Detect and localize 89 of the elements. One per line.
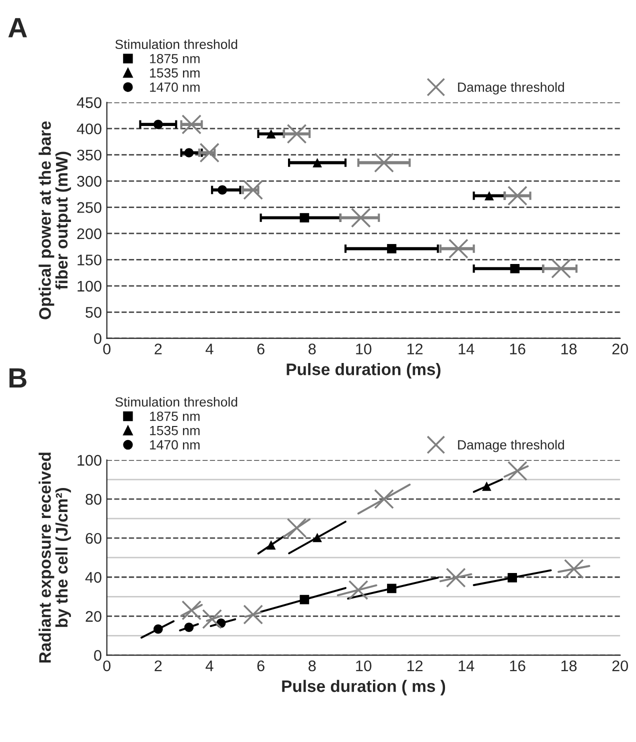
point (507, 461, 528, 481)
text: A (8, 18, 27, 38)
point (508, 573, 517, 582)
x-tick-label: 14 (458, 344, 474, 354)
y-tick-label: 20 (86, 611, 102, 622)
point (286, 124, 307, 144)
legend-label: 1875 nm (150, 54, 200, 64)
x-tick-label: 6 (257, 660, 264, 672)
y-tick-label: 400 (76, 123, 102, 134)
y-tick-label: 50 (86, 307, 102, 318)
x-tick-label: 8 (308, 344, 316, 354)
point (387, 244, 396, 254)
y-tick-label: 60 (86, 532, 102, 544)
point (350, 208, 371, 228)
legend-title: Stimulation threshold (115, 39, 238, 50)
point (387, 584, 396, 594)
x-tick-label: 2 (154, 660, 162, 672)
point (446, 568, 466, 588)
point (510, 264, 520, 274)
point (184, 622, 194, 632)
point (218, 185, 227, 195)
legend-label: 1875 nm (150, 412, 200, 421)
point (374, 152, 394, 173)
point (374, 489, 394, 510)
y-tick-label: 300 (77, 176, 102, 187)
y-tick-label: 100 (78, 454, 102, 466)
x-tick-label: 4 (206, 660, 214, 672)
point (154, 624, 163, 634)
point (266, 540, 276, 550)
legend-label: Damage threshold (458, 440, 564, 452)
x-tick-label: 12 (407, 344, 423, 354)
x-tick-label: 18 (561, 660, 577, 672)
point (202, 609, 222, 630)
y-tick-label: 80 (86, 494, 102, 505)
point (300, 594, 310, 604)
y-tick-label: 40 (85, 572, 102, 583)
legend-title: Stimulation threshold (115, 396, 238, 407)
point (182, 600, 202, 620)
y-tick-label: 0 (94, 650, 102, 661)
point (266, 129, 276, 139)
y-tick-label: 150 (78, 254, 102, 266)
y-axis-title: Optical power at the bare fiber output (mW) (38, 121, 71, 320)
point (312, 532, 322, 542)
y-tick-label: 250 (77, 202, 102, 213)
point (312, 158, 322, 168)
x-axis-title: Pulse duration (ms) (286, 363, 440, 379)
y-tick-label: 0 (94, 333, 102, 344)
point (348, 580, 368, 600)
point (484, 191, 494, 200)
y-tick-label: 450 (76, 97, 102, 108)
point (482, 482, 492, 491)
text: B (9, 368, 26, 388)
x-tick-label: 14 (458, 660, 474, 672)
legend-label: 1535 nm (150, 68, 200, 78)
x-tick-label: 16 (510, 344, 526, 354)
legend-label: Damage threshold (458, 82, 564, 94)
legend-label: 1535 nm (150, 426, 200, 436)
x-tick-label: 16 (510, 660, 526, 672)
x-tick-label: 18 (561, 344, 577, 354)
x-tick-label: 20 (612, 660, 628, 672)
x-tick-label: 20 (612, 344, 628, 354)
x-tick-label: 10 (356, 344, 372, 354)
point (507, 186, 528, 206)
point (154, 120, 163, 130)
point (243, 180, 264, 200)
point (200, 142, 220, 163)
point (243, 604, 264, 625)
x-axis-title: Pulse duration ( ms ) (282, 680, 446, 696)
x-tick-label: 10 (356, 660, 372, 672)
legend-label: 1470 nm (150, 82, 200, 92)
x-tick-label: 0 (103, 344, 110, 354)
point (448, 238, 468, 259)
point (300, 213, 310, 222)
y-axis-title: Radiant exposure received by the cell (J/cm²) (38, 452, 71, 663)
x-tick-label: 4 (206, 344, 214, 354)
y-tick-label: 350 (77, 150, 102, 161)
legend-label: 1470 nm (150, 440, 200, 450)
point (184, 148, 194, 158)
point (564, 558, 584, 579)
point (182, 114, 202, 134)
point (286, 518, 307, 538)
point (551, 258, 572, 279)
y-tick-label: 200 (77, 228, 102, 240)
x-tick-label: 2 (154, 344, 162, 354)
x-tick-label: 8 (308, 660, 316, 672)
x-tick-label: 12 (407, 660, 423, 672)
y-tick-label: 100 (78, 280, 102, 292)
x-tick-label: 0 (103, 660, 110, 672)
x-tick-label: 6 (257, 344, 264, 354)
